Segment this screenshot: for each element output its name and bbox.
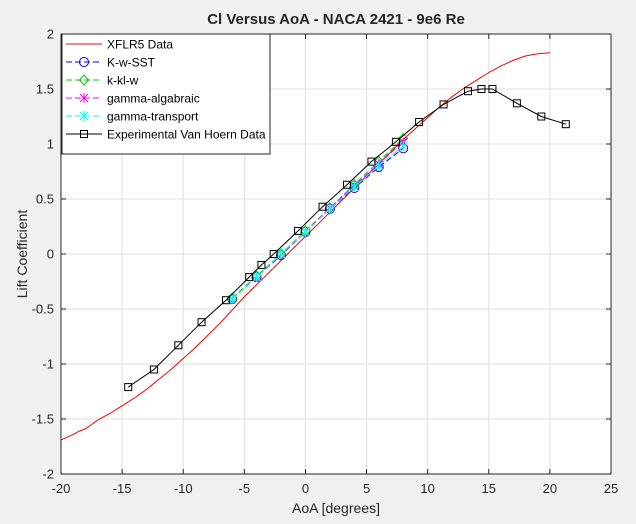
x-tick-label: 10 xyxy=(420,481,434,496)
y-tick-label: -0.5 xyxy=(32,302,54,317)
data-point xyxy=(415,118,424,126)
x-tick-label: 0 xyxy=(302,481,309,496)
x-tick-label: -10 xyxy=(174,481,193,496)
x-tick-label: -5 xyxy=(239,481,251,496)
data-point xyxy=(349,181,359,192)
data-point xyxy=(245,273,254,282)
data-point xyxy=(269,250,278,258)
y-tick-label: 2 xyxy=(47,27,54,42)
data-point xyxy=(343,180,351,189)
x-tick-label: -20 xyxy=(52,481,71,496)
x-tick-label: 5 xyxy=(363,481,370,496)
legend-marker xyxy=(79,57,89,67)
legend-label: gamma-transport xyxy=(107,110,199,124)
legend-marker xyxy=(78,74,90,86)
legend-item-gamma-algabraic: gamma-algabraic xyxy=(66,92,200,106)
legend-label: k-kl-w xyxy=(107,74,139,88)
chart-title: Cl Versus AoA - NACA 2421 - 9e6 Re xyxy=(207,11,465,28)
legend-item-xflr5-data: XFLR5 Data xyxy=(66,38,173,52)
legend-item-gamma-transport: gamma-transport xyxy=(66,110,199,124)
data-point xyxy=(537,112,546,121)
data-series xyxy=(60,52,570,441)
x-tick-label: -15 xyxy=(113,481,132,496)
data-point xyxy=(301,227,310,237)
legend-marker xyxy=(79,93,89,103)
x-tick-label: 25 xyxy=(604,481,618,496)
legend-label: K-w-SST xyxy=(107,56,156,70)
data-point xyxy=(561,120,570,129)
data-point xyxy=(367,157,376,166)
x-axis-label: AoA [degrees] xyxy=(292,500,380,516)
y-tick-label: 0 xyxy=(47,247,54,262)
legend: XFLR5 Data K-w-SST k-kl-w gamma-algabraic ga… xyxy=(61,33,271,155)
data-point xyxy=(252,272,261,283)
data-point xyxy=(124,383,133,392)
legend-marker xyxy=(80,130,88,138)
x-tick-label: 15 xyxy=(482,481,496,496)
y-tick-label: 1.5 xyxy=(36,82,54,97)
data-point xyxy=(276,249,286,259)
data-point xyxy=(398,141,408,152)
data-point xyxy=(149,365,158,374)
y-tick-label: -1.5 xyxy=(32,412,54,427)
data-point xyxy=(318,202,327,211)
data-point xyxy=(488,85,497,93)
legend-label: Experimental Van Hoern Data xyxy=(107,128,266,142)
data-point xyxy=(512,99,521,108)
data-point xyxy=(374,161,384,171)
data-point xyxy=(439,100,448,109)
x-tick-label: 20 xyxy=(543,481,557,496)
series-experimental-van-hoern-data xyxy=(124,85,570,392)
y-tick-label: -1 xyxy=(42,357,54,372)
data-point xyxy=(464,87,472,96)
data-point xyxy=(197,318,206,327)
legend-label: gamma-algabraic xyxy=(107,92,200,106)
legend-item-k-kl-w: k-kl-w xyxy=(66,74,139,88)
data-point xyxy=(174,341,183,350)
data-point xyxy=(325,203,335,214)
data-point xyxy=(222,296,230,305)
legend-label: XFLR5 Data xyxy=(107,38,173,52)
y-tick-label: 1 xyxy=(47,137,54,152)
y-tick-label: 0.5 xyxy=(36,192,54,207)
legend-item-experimental-van-hoern-data: Experimental Van Hoern Data xyxy=(66,128,266,142)
y-axis-label: Lift Coefficient xyxy=(14,210,30,299)
data-point xyxy=(477,85,486,93)
y-tick-label: -2 xyxy=(42,467,54,482)
legend-marker xyxy=(79,111,89,121)
data-point xyxy=(257,261,266,269)
data-point xyxy=(294,226,303,235)
legend-item-k-w-sst: K-w-SST xyxy=(66,56,156,70)
data-point xyxy=(391,137,400,146)
series-gamma-transport xyxy=(227,141,408,305)
